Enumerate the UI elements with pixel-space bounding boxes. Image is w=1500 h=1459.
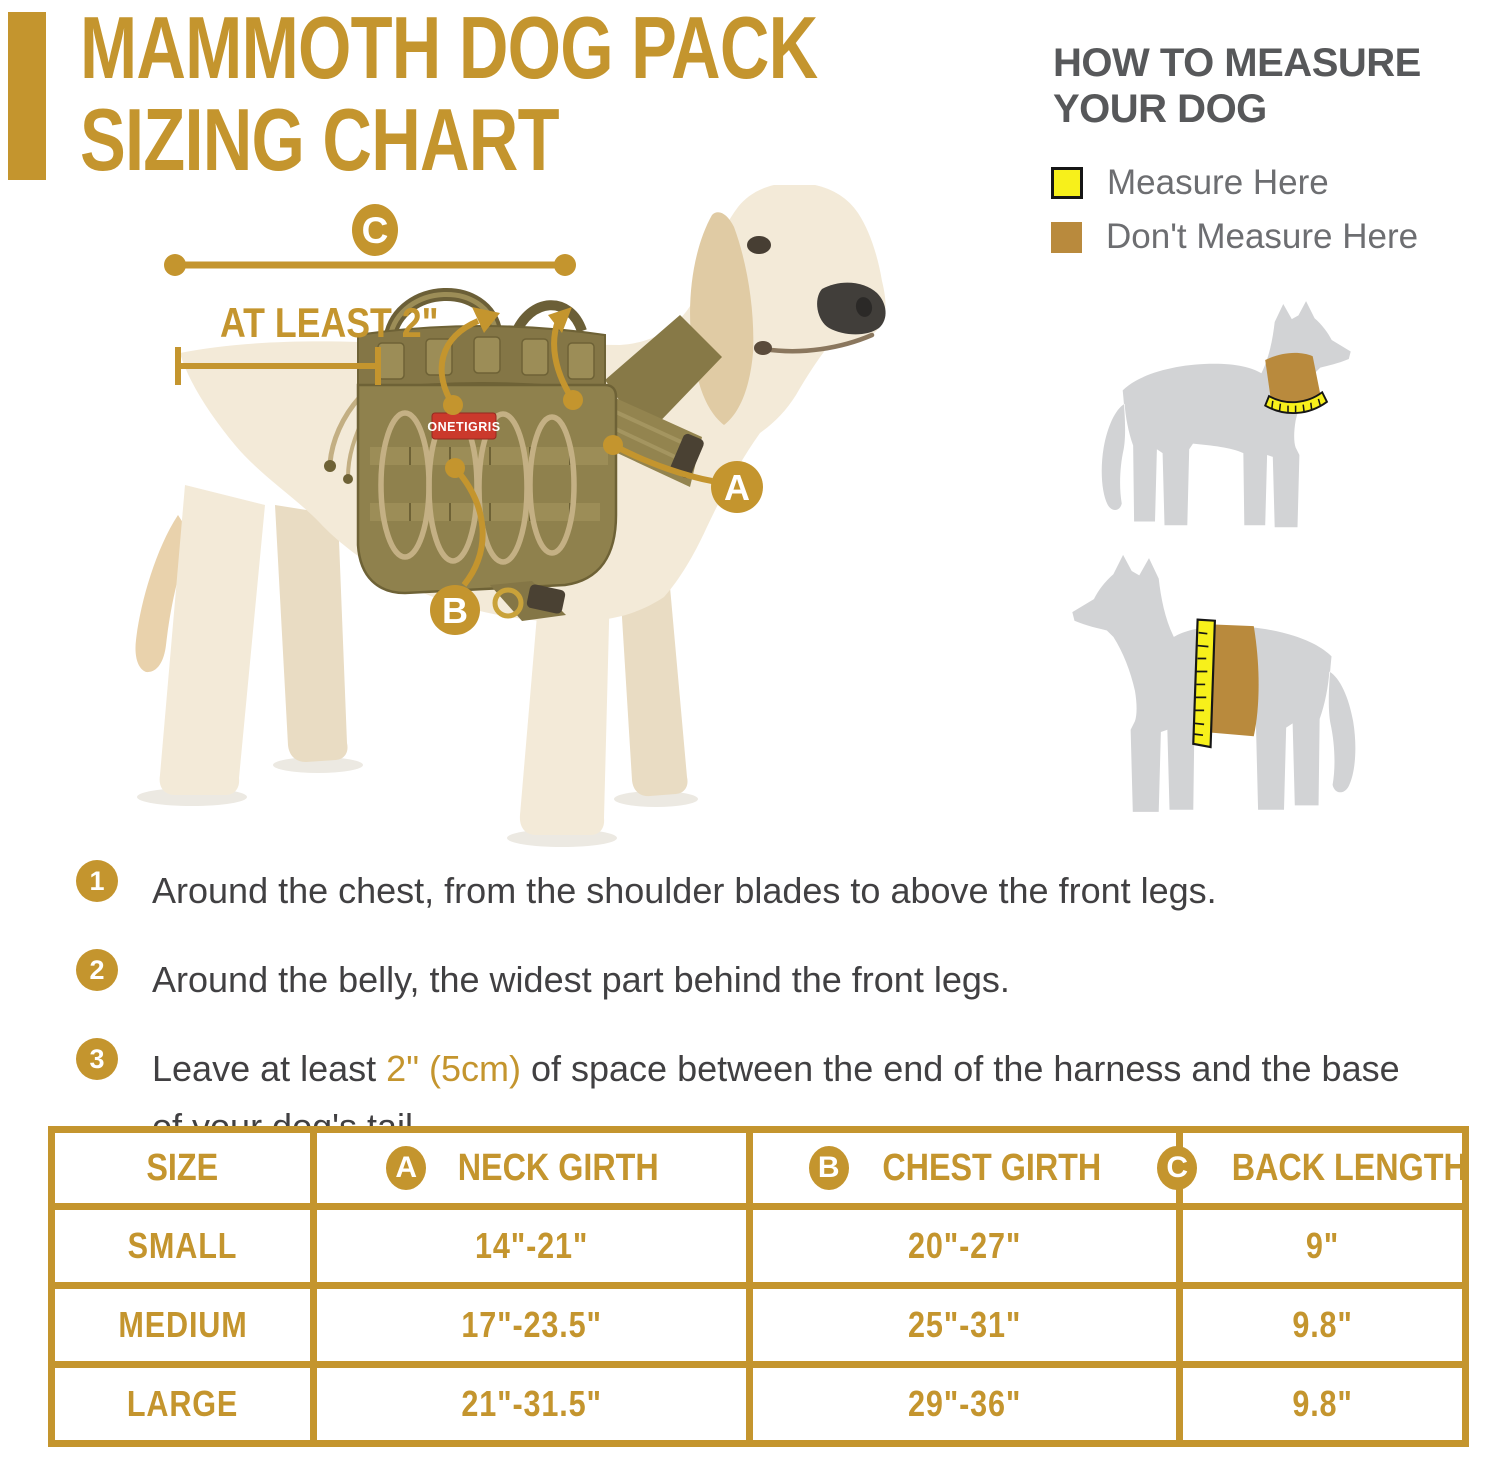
neck-collar-tan (1265, 352, 1321, 404)
a-link-curve (611, 442, 713, 484)
dog-far-legs (275, 505, 688, 797)
instruction-1-number-badge: 1 (76, 860, 118, 902)
belly-tape-ticks (1194, 631, 1209, 737)
legend-item-dont-measure-here: Don't Measure Here (1051, 217, 1419, 256)
arrow-over-pack (438, 318, 480, 407)
large-back-cell: 9.8" (1176, 1361, 1469, 1447)
how-to-measure-heading-line2: YOUR DOG (1053, 87, 1267, 131)
logo-patch (431, 412, 497, 440)
how-to-measure-heading-line1: HOW TO MEASURE (1053, 41, 1421, 85)
measure-here-swatch-icon (1051, 167, 1083, 199)
belly-measure-silhouette (1072, 554, 1356, 812)
marker-b-badge (430, 585, 480, 635)
girth-ring (492, 587, 524, 619)
dog-mouth-line (761, 332, 875, 354)
neck-measure-silhouette (1101, 301, 1351, 528)
dont-measure-here-label: Don't Measure Here (1106, 217, 1419, 256)
dog-tail (135, 515, 192, 673)
size-row-large: LARGE 21"-31.5" 29"-36" 9.8" (48, 1361, 1469, 1447)
legend-item-measure-here: Measure Here (1051, 163, 1418, 202)
page-title-line2: SIZING CHART (80, 90, 560, 189)
clearance-bracket (175, 347, 381, 385)
small-back-cell: 9" (1176, 1203, 1469, 1289)
small-chest-cell: 20"-27" (746, 1203, 1183, 1289)
large-chest-cell: 29"-36" (746, 1361, 1183, 1447)
b-link-curve (452, 466, 486, 587)
marker-a-label: A (724, 467, 750, 508)
measure-legend: Measure Here Don't Measure Here (1051, 163, 1419, 274)
size-table: SIZE A NECK GIRTH B CHEST GIRTH C BACK LENG… (48, 1126, 1469, 1447)
instruction-3-number-badge: 3 (76, 1038, 118, 1080)
small-size-cell: SMALL (48, 1203, 317, 1289)
annotated-dog-photo: ONETIGRIS C AT LEAST 2" B (135, 185, 886, 847)
neck-tape-ticks (1271, 398, 1322, 414)
arrow-over-neck (551, 319, 576, 402)
medium-chest-cell: 25"-31" (746, 1282, 1183, 1368)
medium-neck-cell: 17"-23.5" (310, 1282, 753, 1368)
medium-back-cell: 9.8" (1176, 1282, 1469, 1368)
instruction-2-number-badge: 2 (76, 949, 118, 991)
marker-b-label: B (442, 590, 468, 631)
instructions-list: 1 Around the chest, from the shoulder bl… (76, 860, 1406, 1187)
measure-silhouettes (1072, 301, 1356, 812)
marker-c-badge (352, 204, 398, 256)
girth-buckle (526, 584, 566, 614)
clearance-label: AT LEAST 2" (220, 300, 439, 346)
header-marker-a-icon: A (386, 1146, 427, 1190)
header-size: SIZE (48, 1126, 317, 1210)
page-title-line1: MAMMOTH DOG PACK (80, 0, 818, 97)
header-chest-girth: B CHEST GIRTH (746, 1126, 1183, 1210)
dog-eye (747, 236, 771, 254)
how-to-measure-heading: HOW TO MEASURE YOUR DOG (1053, 40, 1421, 132)
dog-nostril (855, 297, 873, 317)
dog-near-legs (159, 485, 610, 835)
small-neck-cell: 14"-21" (310, 1203, 753, 1289)
marker-a-badge (711, 461, 763, 513)
instruction-3-highlight: 2" (5cm) (386, 1048, 521, 1089)
large-neck-cell: 21"-31.5" (310, 1361, 753, 1447)
measurement-annotations: C AT LEAST 2" B A (164, 204, 763, 635)
instruction-2-text: Around the belly, the widest part behind… (152, 959, 1010, 1000)
marker-c-label: C (362, 210, 389, 251)
header-marker-c-icon: C (1157, 1146, 1198, 1190)
header-back-length: C BACK LENGTH (1157, 1126, 1469, 1210)
instruction-1: 1 Around the chest, from the shoulder bl… (76, 860, 1406, 920)
dog-mouth-corner (754, 341, 772, 355)
dog-nose (817, 282, 886, 335)
size-row-small: SMALL 14"-21" 20"-27" 9" (48, 1203, 1469, 1289)
page-title: MAMMOTH DOG PACK SIZING CHART (80, 2, 1025, 186)
belly-tape-yellow (1192, 618, 1216, 749)
medium-size-cell: MEDIUM (48, 1282, 317, 1368)
size-row-medium: MEDIUM 17"-23.5" 25"-31" 9.8" (48, 1282, 1469, 1368)
pack-drawcord (327, 395, 362, 464)
measure-here-label: Measure Here (1107, 163, 1329, 202)
instruction-2: 2 Around the belly, the widest part behi… (76, 949, 1406, 1009)
title-accent-bar (8, 12, 46, 180)
size-table-header-row: SIZE A NECK GIRTH B CHEST GIRTH C BACK LENG… (48, 1126, 1469, 1210)
header-marker-b-icon: B (808, 1146, 849, 1190)
large-size-cell: LARGE (48, 1361, 317, 1447)
tactical-pack: ONETIGRIS (324, 287, 722, 621)
instruction-1-text: Around the chest, from the shoulder blad… (152, 870, 1217, 911)
header-neck-girth: A NECK GIRTH (310, 1126, 753, 1210)
logo-patch-label: ONETIGRIS (427, 420, 500, 434)
dont-measure-here-swatch-icon (1051, 221, 1082, 253)
strap-buckle (670, 433, 704, 479)
